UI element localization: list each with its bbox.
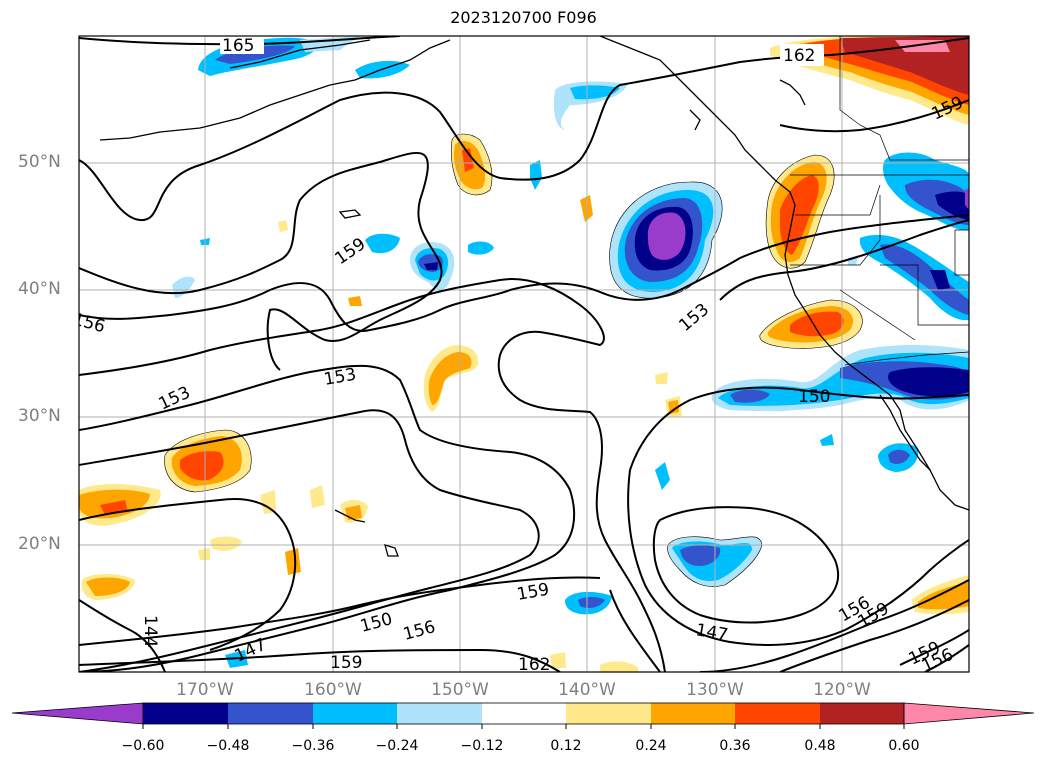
contour-label: 162	[518, 655, 550, 675]
height-contours	[79, 36, 969, 672]
lon-label: 170°W	[176, 680, 234, 700]
contour-153b	[79, 364, 576, 672]
contour-159d	[899, 629, 969, 666]
contour-159	[79, 99, 969, 371]
lat-label: 30°N	[18, 406, 61, 426]
contour-159c	[79, 648, 561, 672]
contour-156	[79, 214, 969, 332]
colorbar-segment	[735, 703, 820, 724]
lon-label: 140°W	[558, 680, 616, 700]
colorbar-tick-label: −0.60	[121, 738, 165, 754]
contour-156b	[609, 579, 969, 672]
colorbar-tick-label: −0.36	[291, 738, 335, 754]
lon-label: 160°W	[304, 680, 362, 700]
lon-label: 130°W	[686, 680, 744, 700]
colorbar-tick-label: 0.48	[804, 738, 836, 754]
contour-147b	[652, 506, 840, 624]
colorbar-tick-label: −0.48	[206, 738, 250, 754]
colorbar-extend-low	[11, 702, 144, 725]
political-borders	[790, 36, 969, 366]
colorbar-segment	[397, 703, 482, 724]
contour-150	[79, 409, 540, 672]
colorbar-segment	[228, 703, 313, 724]
colorbar-segment	[143, 703, 228, 724]
contour-144	[79, 599, 166, 672]
colorbar-tick-label: 0.60	[888, 738, 920, 754]
colorbar-segment	[820, 703, 904, 724]
contour-label: 165	[222, 36, 254, 56]
colorbar-tick-label: 0.24	[635, 738, 667, 754]
contour-150b	[627, 386, 969, 646]
colorbar-segment	[482, 703, 566, 724]
contour-label: 150	[798, 387, 830, 407]
contour-162	[79, 37, 969, 222]
lat-label: 40°N	[18, 279, 61, 299]
contour-162b	[79, 576, 601, 646]
contour-153	[79, 278, 666, 672]
colorbar	[11, 702, 1035, 729]
contour-label: 144	[140, 615, 160, 647]
contour-159b	[779, 599, 969, 672]
colorbar-segment	[313, 703, 397, 724]
contour-label: 162	[783, 46, 815, 66]
map-area: 165 162 159 159 156 153 153 153 150 144 …	[79, 36, 969, 675]
lon-label: 150°W	[431, 680, 489, 700]
contour-label: 159	[330, 653, 362, 673]
positive-anomaly-fill	[79, 36, 969, 672]
map-title: 2023120700 F096	[450, 8, 597, 27]
colorbar-segment	[651, 703, 735, 724]
contour-156c	[924, 644, 969, 672]
colorbar-tick-label: −0.24	[375, 738, 419, 754]
colorbar-tick-label: 0.36	[719, 738, 751, 754]
anomaly-outlines	[164, 133, 863, 587]
lon-label: 120°W	[813, 680, 871, 700]
colorbar-segment	[566, 703, 651, 724]
map-frame	[78, 35, 970, 673]
coastline	[99, 36, 969, 557]
colorbar-extend-high	[903, 702, 1035, 725]
colorbar-tick-label: 0.12	[550, 738, 582, 754]
lat-label: 50°N	[18, 152, 61, 172]
lat-label: 20°N	[18, 534, 61, 554]
colorbar-tick-label: −0.12	[460, 738, 504, 754]
graticule	[79, 36, 969, 672]
